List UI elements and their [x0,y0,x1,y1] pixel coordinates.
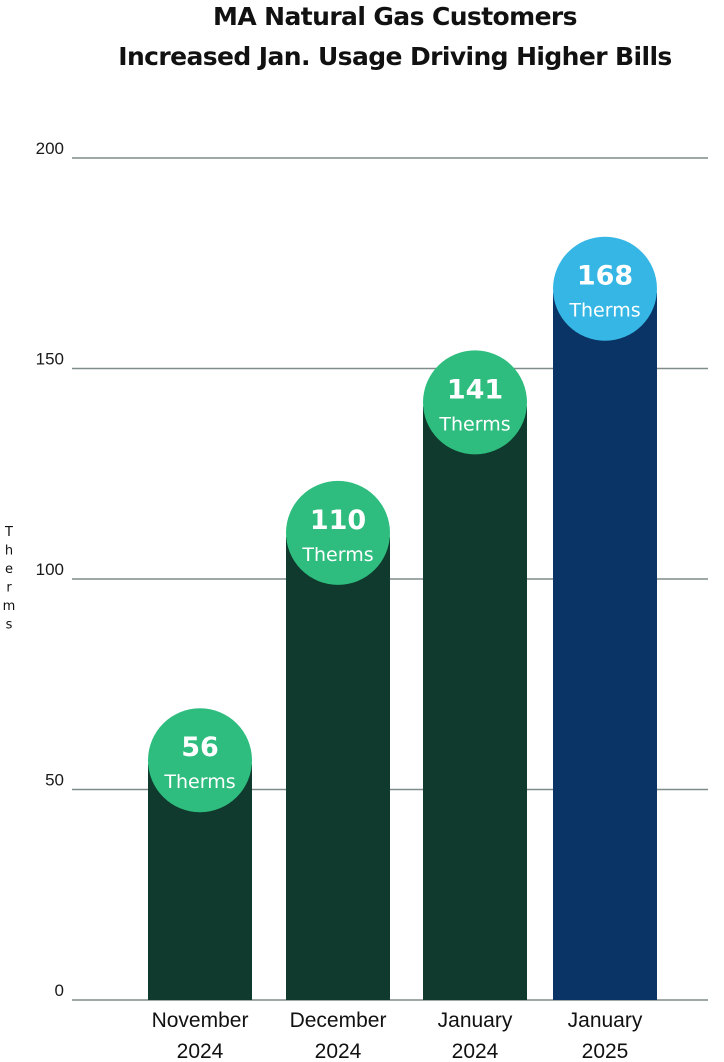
y-axis-label: Therms [3,525,16,633]
y-tick-label-0: 0 [55,981,64,1000]
data-label-bubble-0 [148,708,252,813]
y-axis-label-letter: r [6,581,12,596]
bar-1 [286,536,390,1000]
data-label-value-0: 56 [181,732,219,763]
x-category-label-1-line-0: December [290,1009,387,1032]
data-label-unit-3: Therms [568,300,640,322]
data-label-value-1: 110 [310,505,366,536]
x-category-label-2-line-0: January [438,1009,513,1032]
x-category-label-0-line-1: 2024 [177,1040,224,1062]
y-axis-label-letter: m [3,599,16,614]
data-label-bubble-3 [553,236,657,341]
bar-2 [423,406,527,1000]
chart-title-line-1: MA Natural Gas Customers [213,2,577,31]
x-category-label-1-line-1: 2024 [315,1040,362,1062]
y-tick-label-150: 150 [36,350,64,369]
y-tick-label-100: 100 [36,560,64,579]
data-label-value-3: 168 [577,261,633,292]
x-category-label-3-line-0: January [568,1009,643,1032]
data-label-value-2: 141 [447,374,503,405]
bar-3 [553,292,657,1001]
x-category-label-0-line-0: November [152,1009,249,1032]
data-label-unit-2: Therms [438,413,510,435]
y-axis-label-letter: T [4,525,13,540]
data-label-bubble-1 [286,480,390,585]
x-category-label-3-line-1: 2025 [582,1040,629,1062]
y-tick-label-200: 200 [36,139,64,158]
x-category-label-2-line-1: 2024 [452,1040,499,1062]
y-tick-label-50: 50 [45,771,64,790]
data-label-unit-0: Therms [163,771,235,793]
chart-title-line-2: Increased Jan. Usage Driving Higher Bill… [118,42,672,71]
y-axis-label-letter: s [6,618,13,633]
y-axis-label-letter: h [5,544,13,559]
data-label-unit-1: Therms [301,544,373,566]
y-axis-label-letter: e [5,562,13,577]
data-label-bubble-2 [423,350,527,455]
